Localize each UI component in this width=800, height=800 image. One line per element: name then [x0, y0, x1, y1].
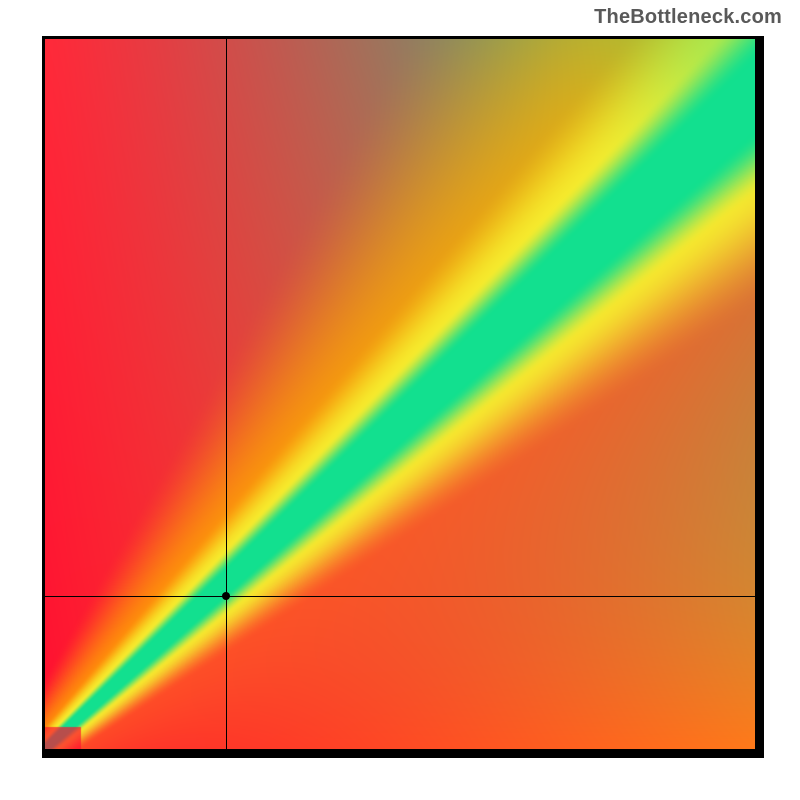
- crosshair-horizontal: [45, 596, 755, 597]
- crosshair-vertical: [226, 39, 227, 749]
- crosshair-marker: [222, 592, 230, 600]
- heatmap-canvas: [45, 39, 755, 749]
- watermark-text: TheBottleneck.com: [594, 6, 782, 29]
- bottleneck-heatmap: [42, 36, 764, 758]
